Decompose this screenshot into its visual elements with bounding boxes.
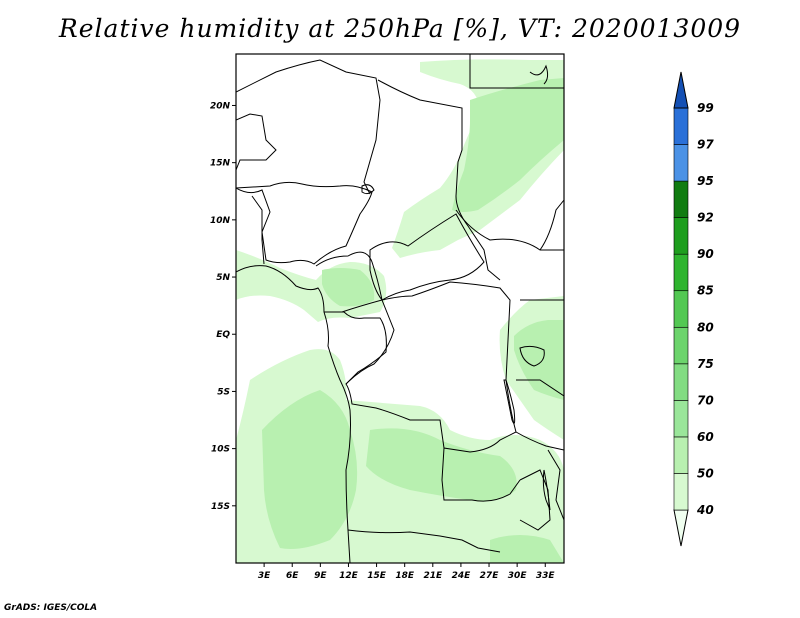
humidity-area-southcentral-core xyxy=(366,428,517,501)
credit-label: GrADS: IGES/COLA xyxy=(4,603,98,613)
lon-tick-label: 6E xyxy=(286,571,299,581)
boundary-west-africa xyxy=(236,113,277,171)
colorbar-box xyxy=(673,180,689,218)
colorbar-label: 90 xyxy=(697,247,714,261)
colorbar-label: 70 xyxy=(697,393,714,407)
humidity-area-northeast-core xyxy=(452,78,564,212)
boundary-tanzania-south xyxy=(515,431,564,451)
colorbar-box xyxy=(673,473,689,511)
colorbar-box xyxy=(673,290,689,328)
boundary-angola-zambia xyxy=(441,447,521,502)
colorbar-label: 50 xyxy=(697,466,714,480)
country-boundaries xyxy=(236,54,564,563)
humidity-area-southwest-core xyxy=(262,390,358,549)
lat-tick-label: 5S xyxy=(217,387,230,397)
boundary-drc xyxy=(345,281,517,453)
lon-tick-label: 9E xyxy=(314,571,327,581)
red-sea-coast xyxy=(529,64,549,85)
boundary-libya-niger xyxy=(236,59,381,195)
colorbar-label: 40 xyxy=(696,503,714,517)
colorbar-label: 97 xyxy=(697,138,714,152)
humidity-area-east-core xyxy=(514,320,564,400)
colorbar-label: 85 xyxy=(697,284,714,298)
colorbar-lower-triangle xyxy=(673,509,689,547)
lat-tick-label: 15N xyxy=(210,159,231,169)
humidity-area-west-core xyxy=(322,268,375,307)
coastline-west xyxy=(236,265,351,563)
lon-tick-label: 3E xyxy=(258,571,271,581)
boundary-nigeria xyxy=(236,181,373,265)
humidity-area-south-patch xyxy=(490,535,564,563)
latitude-axis: 20N 15N 10N 5N EQ 5S 10S 15S xyxy=(210,101,236,512)
colorbar-box xyxy=(673,436,689,474)
boundary-chad-sudan xyxy=(377,79,501,281)
colorbar-label: 60 xyxy=(697,430,714,444)
lon-tick-label: 24E xyxy=(452,571,472,581)
humidity-shading xyxy=(236,59,564,563)
colorbar-label: 95 xyxy=(697,174,714,188)
lon-tick-label: 30E xyxy=(508,571,528,581)
lon-tick-label: 21E xyxy=(423,571,443,581)
boundary-ethiopia xyxy=(539,199,564,251)
lon-tick-label: 33E xyxy=(536,571,556,581)
boundary-benin-togo xyxy=(251,195,265,265)
lon-tick-label: 15E xyxy=(367,571,387,581)
lake-tanganyika xyxy=(503,379,516,424)
colorbar-label: 75 xyxy=(697,357,714,371)
map-frame xyxy=(235,53,565,564)
lat-tick-label: 5N xyxy=(216,273,230,283)
colorbar-label: 92 xyxy=(697,211,714,225)
longitude-axis: 3E 6E 9E 12E 15E 18E 21E 24E 27E 30E 33E xyxy=(258,563,556,581)
colorbar-label: 99 xyxy=(697,101,714,115)
lon-tick-label: 12E xyxy=(339,571,359,581)
boundary-south-sudan xyxy=(455,209,564,251)
colorbar-box xyxy=(673,363,689,401)
lat-tick-label: 20N xyxy=(210,101,231,111)
colorbar-box xyxy=(673,107,689,145)
boundary-mozambique xyxy=(547,449,564,521)
lat-tick-label: 10S xyxy=(211,445,230,455)
boundary-cameroon xyxy=(315,251,383,313)
boundary-gabon-congo xyxy=(324,311,387,385)
colorbar-label: 80 xyxy=(697,320,714,334)
colorbar-box xyxy=(673,253,689,292)
boundary-kenya-tanzania xyxy=(516,379,564,397)
boundary-angola-south xyxy=(347,529,501,553)
colorbar: 40 50 60 70 75 80 85 90 92 95 97 99 xyxy=(673,71,714,547)
colorbar-box xyxy=(673,144,689,182)
lat-tick-label: 15S xyxy=(211,502,230,512)
colorbar-box xyxy=(673,326,689,365)
lon-tick-label: 18E xyxy=(395,571,415,581)
lat-tick-label: EQ xyxy=(216,330,230,340)
colorbar-box xyxy=(673,400,689,438)
lake-victoria xyxy=(519,345,545,367)
lake-chad xyxy=(361,184,375,195)
lat-tick-label: 10N xyxy=(210,216,231,226)
lon-tick-label: 27E xyxy=(480,571,500,581)
lake-malawi xyxy=(542,469,551,511)
boundary-egypt-sudan xyxy=(469,54,564,89)
colorbar-box xyxy=(673,217,689,255)
map-title: Relative humidity at 250hPa [%], VT: 202… xyxy=(58,14,742,43)
colorbar-upper-triangle xyxy=(673,71,689,109)
